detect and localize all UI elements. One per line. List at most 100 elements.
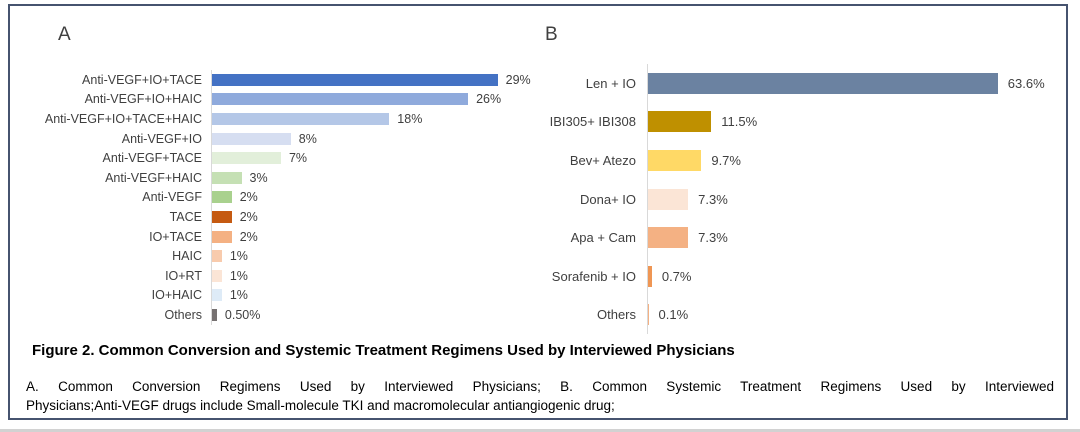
bar <box>212 308 217 321</box>
bar <box>212 230 232 243</box>
bar <box>212 269 222 282</box>
panel-a-letter: A <box>58 24 71 45</box>
bar-row: Sorafenib + IO 0.7% <box>546 256 1061 296</box>
bar-track: 2% <box>211 187 533 208</box>
bar-track: 0.7% <box>647 256 1061 296</box>
category-label: IO+TACE <box>149 229 202 244</box>
figure-caption: Figure 2. Common Conversion and Systemic… <box>26 342 1054 415</box>
bar-track: 18% <box>211 109 533 129</box>
bar-track: 8% <box>211 128 533 149</box>
value-label: 1% <box>229 249 248 264</box>
category-label: Anti-VEGF+IO <box>121 131 202 146</box>
category-label: Len + IO <box>585 75 636 91</box>
category-label: Sorafenib + IO <box>551 268 636 284</box>
value-label: 1% <box>229 268 248 283</box>
category-label: Anti-VEGF+IO+HAIC <box>84 92 202 107</box>
bar <box>212 112 390 125</box>
bar-track: 0.50% <box>211 305 533 325</box>
bar-track: 0.1% <box>647 295 1061 335</box>
value-label: 0.50% <box>224 307 261 322</box>
bar-track: 7.3% <box>647 179 1061 219</box>
bar <box>648 72 998 94</box>
bar-row: IO+RT 1% <box>28 265 533 286</box>
category-label: Others <box>596 307 636 323</box>
bar-row: Anti-VEGF 2% <box>28 187 533 208</box>
bar-row: Dona+ IO 7.3% <box>546 179 1061 219</box>
figure-caption-notes: A. Common Conversion Regimens Used by In… <box>26 378 1054 415</box>
bar-track: 1% <box>211 246 533 266</box>
value-label: 2% <box>239 190 258 205</box>
value-label: 8% <box>298 131 317 146</box>
bar <box>648 304 649 326</box>
panel-b-letter: B <box>545 24 558 45</box>
bar-row: Others 0.1% <box>546 295 1061 335</box>
bar <box>648 188 689 210</box>
value-label: 0.1% <box>658 307 689 323</box>
value-label: 2% <box>239 209 258 224</box>
category-label: TACE <box>169 209 202 224</box>
bar-track: 1% <box>211 285 533 306</box>
value-label: 63.6% <box>1007 75 1045 91</box>
bar-track: 3% <box>211 167 533 188</box>
bar <box>212 73 498 86</box>
category-label: Apa + Cam <box>570 230 636 246</box>
bar-track: 2% <box>211 226 533 247</box>
bar-row: Anti-VEGF+IO 8% <box>28 128 533 149</box>
category-label: Others <box>164 307 202 322</box>
bar-row: Anti-VEGF+IO+TACE 29% <box>28 70 533 90</box>
bar-track: 26% <box>211 89 533 110</box>
chart-conversion-regimens: Anti-VEGF+IO+TACE 29% Anti-VEGF+IO+HAIC 26%… <box>28 70 533 325</box>
bar-track: 29% <box>211 70 533 90</box>
value-label: 7% <box>288 151 308 166</box>
category-label: Anti-VEGF+IO+TACE+HAIC <box>44 111 202 126</box>
bar <box>212 289 222 302</box>
value-label: 26% <box>476 92 502 107</box>
bar <box>648 265 652 287</box>
bar-track: 2% <box>211 207 533 227</box>
bar-row: Apa + Cam 7.3% <box>546 218 1061 257</box>
category-label: IO+HAIC <box>151 288 202 303</box>
bar-row: Anti-VEGF+IO+HAIC 26% <box>28 89 533 110</box>
bar <box>648 149 702 171</box>
figure-caption-title: Figure 2. Common Conversion and Systemic… <box>32 342 735 359</box>
bar-row: TACE 2% <box>28 207 533 227</box>
value-label: 7.3% <box>698 191 728 207</box>
bar-row: Anti-VEGF+IO+TACE+HAIC 18% <box>28 109 533 129</box>
page-edge <box>0 429 1080 432</box>
bar-row: IO+TACE 2% <box>28 226 533 247</box>
category-label: Anti-VEGF <box>142 190 202 205</box>
category-label: HAIC <box>172 249 202 264</box>
category-label: Dona+ IO <box>579 191 636 207</box>
bar-row: IBI305+ IBI308 11.5% <box>546 102 1061 142</box>
bar-row: Len + IO 63.6% <box>546 64 1061 103</box>
value-label: 2% <box>239 229 258 244</box>
bar <box>648 111 712 133</box>
bar <box>648 227 689 249</box>
bar <box>212 132 291 145</box>
bar-row: Anti-VEGF+TACE 7% <box>28 148 533 168</box>
bar-row: Others 0.50% <box>28 305 533 325</box>
bar-row: Bev+ Atezo 9.7% <box>546 141 1061 180</box>
bar-track: 63.6% <box>647 64 1061 103</box>
bar <box>212 191 232 204</box>
bar-track: 9.7% <box>647 141 1061 180</box>
category-label: Bev+ Atezo <box>569 152 636 168</box>
category-label: IBI305+ IBI308 <box>549 114 636 130</box>
category-label: Anti-VEGF+TACE <box>102 151 202 166</box>
value-label: 18% <box>397 111 423 126</box>
category-label: Anti-VEGF+IO+TACE <box>82 72 202 87</box>
value-label: 9.7% <box>711 152 741 168</box>
bar <box>212 93 469 106</box>
bar-track: 7% <box>211 148 533 168</box>
value-label: 1% <box>229 288 248 303</box>
bar <box>212 210 232 223</box>
value-label: 11.5% <box>721 114 758 130</box>
caption-note-line1: A. Common Conversion Regimens Used by In… <box>26 379 1054 394</box>
value-label: 29% <box>505 72 531 87</box>
bar-row: HAIC 1% <box>28 246 533 266</box>
bar-track: 7.3% <box>647 218 1061 257</box>
bar <box>212 171 242 184</box>
bar-track: 11.5% <box>647 102 1061 142</box>
category-label: IO+RT <box>165 268 202 283</box>
value-label: 7.3% <box>698 230 728 246</box>
